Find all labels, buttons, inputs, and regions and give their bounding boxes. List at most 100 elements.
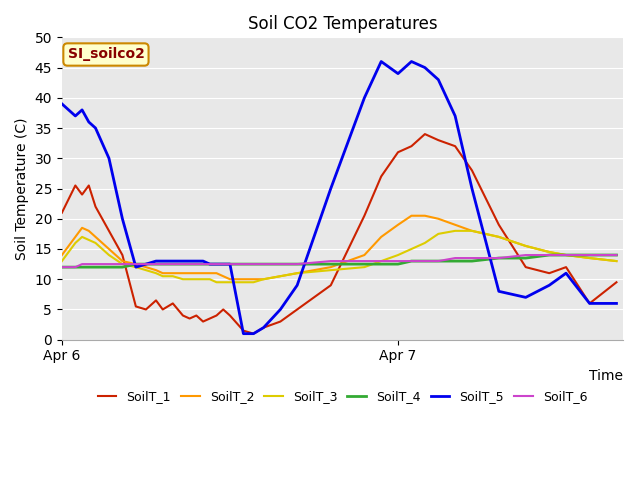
SoilT_2 bbox=[378, 234, 385, 240]
SoilT_4 bbox=[142, 261, 150, 267]
SoilT_1 bbox=[132, 303, 140, 309]
SoilT_4 bbox=[186, 261, 193, 267]
SoilT_1 bbox=[239, 328, 247, 334]
SoilT_3 bbox=[421, 240, 429, 246]
SoilT_2 bbox=[132, 261, 140, 267]
SoilT_3 bbox=[152, 270, 160, 276]
SoilT_5 bbox=[226, 261, 234, 267]
SoilT_2 bbox=[220, 273, 227, 279]
Line: SoilT_5: SoilT_5 bbox=[62, 61, 616, 334]
SoilT_2 bbox=[421, 213, 429, 218]
SoilT_5 bbox=[562, 270, 570, 276]
SoilT_6 bbox=[394, 258, 402, 264]
SoilT_1 bbox=[152, 298, 160, 303]
SoilT_1 bbox=[276, 319, 284, 324]
Legend: SoilT_1, SoilT_2, SoilT_3, SoilT_4, SoilT_5, SoilT_6: SoilT_1, SoilT_2, SoilT_3, SoilT_4, Soil… bbox=[93, 385, 593, 408]
SoilT_2 bbox=[226, 276, 234, 282]
SoilT_4 bbox=[451, 258, 459, 264]
SoilT_2 bbox=[394, 222, 402, 228]
SoilT_1 bbox=[179, 312, 187, 318]
SoilT_4 bbox=[220, 261, 227, 267]
SoilT_5 bbox=[212, 261, 220, 267]
SoilT_5 bbox=[250, 331, 257, 336]
SoilT_2 bbox=[327, 264, 335, 270]
SoilT_3 bbox=[179, 276, 187, 282]
SoilT_6 bbox=[522, 252, 529, 258]
SoilT_2 bbox=[212, 270, 220, 276]
SoilT_6 bbox=[212, 261, 220, 267]
SoilT_3 bbox=[260, 276, 268, 282]
SoilT_6 bbox=[468, 255, 476, 261]
SoilT_1 bbox=[545, 270, 553, 276]
SoilT_3 bbox=[226, 279, 234, 285]
SoilT_4 bbox=[250, 261, 257, 267]
SoilT_1 bbox=[193, 312, 200, 318]
SoilT_6 bbox=[612, 252, 620, 258]
SoilT_1 bbox=[562, 264, 570, 270]
SoilT_6 bbox=[169, 261, 177, 267]
SoilT_1 bbox=[522, 264, 529, 270]
SoilT_1 bbox=[586, 300, 593, 306]
SoilT_3 bbox=[250, 279, 257, 285]
SoilT_3 bbox=[58, 258, 66, 264]
SoilT_3 bbox=[612, 258, 620, 264]
SoilT_4 bbox=[612, 252, 620, 258]
SoilT_4 bbox=[92, 264, 99, 270]
Text: SI_soilco2: SI_soilco2 bbox=[67, 48, 145, 61]
SoilT_4 bbox=[293, 261, 301, 267]
SoilT_6 bbox=[545, 252, 553, 258]
SoilT_3 bbox=[378, 258, 385, 264]
SoilT_2 bbox=[169, 270, 177, 276]
SoilT_6 bbox=[132, 261, 140, 267]
SoilT_4 bbox=[562, 252, 570, 258]
SoilT_6 bbox=[193, 261, 200, 267]
SoilT_2 bbox=[612, 258, 620, 264]
SoilT_1 bbox=[612, 279, 620, 285]
SoilT_1 bbox=[92, 204, 99, 210]
SoilT_3 bbox=[142, 267, 150, 273]
SoilT_6 bbox=[293, 261, 301, 267]
SoilT_4 bbox=[78, 264, 86, 270]
SoilT_2 bbox=[186, 270, 193, 276]
SoilT_5 bbox=[378, 59, 385, 64]
SoilT_3 bbox=[193, 276, 200, 282]
SoilT_6 bbox=[58, 264, 66, 270]
SoilT_3 bbox=[132, 264, 140, 270]
SoilT_5 bbox=[260, 325, 268, 331]
SoilT_5 bbox=[220, 261, 227, 267]
SoilT_5 bbox=[327, 186, 335, 192]
SoilT_2 bbox=[159, 270, 166, 276]
SoilT_5 bbox=[239, 331, 247, 336]
SoilT_3 bbox=[199, 276, 207, 282]
SoilT_6 bbox=[586, 252, 593, 258]
SoilT_5 bbox=[58, 101, 66, 107]
SoilT_1 bbox=[327, 282, 335, 288]
SoilT_6 bbox=[276, 261, 284, 267]
SoilT_2 bbox=[78, 225, 86, 231]
SoilT_3 bbox=[394, 252, 402, 258]
SoilT_3 bbox=[206, 276, 214, 282]
SoilT_3 bbox=[212, 279, 220, 285]
SoilT_1 bbox=[105, 228, 113, 234]
SoilT_1 bbox=[260, 325, 268, 331]
SoilT_4 bbox=[260, 261, 268, 267]
SoilT_4 bbox=[206, 261, 214, 267]
SoilT_6 bbox=[199, 261, 207, 267]
SoilT_5 bbox=[276, 307, 284, 312]
SoilT_2 bbox=[586, 255, 593, 261]
SoilT_1 bbox=[159, 307, 166, 312]
SoilT_5 bbox=[118, 216, 126, 222]
SoilT_1 bbox=[293, 307, 301, 312]
SoilT_5 bbox=[105, 156, 113, 161]
SoilT_6 bbox=[105, 261, 113, 267]
SoilT_6 bbox=[220, 261, 227, 267]
SoilT_1 bbox=[72, 182, 79, 188]
SoilT_6 bbox=[250, 261, 257, 267]
SoilT_6 bbox=[421, 258, 429, 264]
SoilT_5 bbox=[152, 258, 160, 264]
SoilT_2 bbox=[562, 252, 570, 258]
SoilT_1 bbox=[421, 131, 429, 137]
SoilT_2 bbox=[199, 270, 207, 276]
SoilT_3 bbox=[276, 273, 284, 279]
SoilT_1 bbox=[394, 149, 402, 155]
